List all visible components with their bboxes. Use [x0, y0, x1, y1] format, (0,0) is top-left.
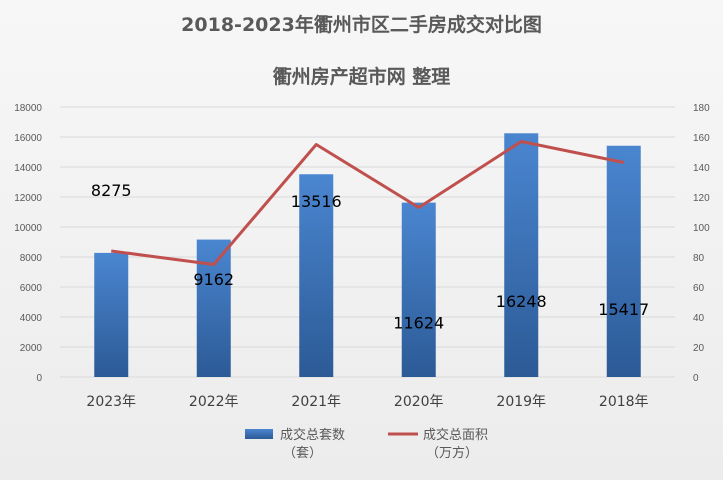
x-tick-label: 2021年	[291, 394, 341, 410]
legend-bar-unit: （套）	[283, 445, 322, 461]
line-series-path	[111, 140, 625, 266]
grid-lines	[60, 106, 675, 378]
bar-data-label: 8275	[91, 181, 132, 200]
bar	[504, 133, 539, 377]
bar-data-label: 11624	[393, 313, 444, 332]
y2-tick-label: 80	[693, 253, 705, 264]
y-tick-label: 8000	[20, 253, 43, 264]
y-tick-label: 6000	[20, 283, 43, 294]
data-labels: 8275 9162 13516 11624 16248 15417	[91, 181, 649, 332]
chart-title: 2018-2023年衢州市区二手房成交对比图	[181, 14, 542, 36]
bar-data-label: 15417	[598, 300, 649, 319]
legend-line-unit: （万方）	[426, 445, 478, 461]
y-tick-label: 10000	[14, 223, 42, 234]
bar-data-label: 13516	[291, 192, 342, 211]
legend-line-label: 成交总面积	[423, 427, 488, 443]
bar	[606, 145, 641, 377]
y2-tick-label: 160	[693, 133, 710, 144]
y-tick-label: 4000	[20, 313, 43, 324]
x-tick-label: 2020年	[394, 394, 444, 410]
bar	[401, 202, 436, 377]
bar	[94, 252, 129, 377]
bar	[299, 174, 334, 377]
y2-tick-label: 120	[693, 193, 710, 204]
x-tick-label: 2018年	[599, 394, 649, 410]
axes: 0 2000 4000 6000 8000 10000 12000 14000 16000 180…	[14, 103, 710, 410]
y2-tick-label: 20	[693, 343, 705, 354]
y2-tick-label: 0	[693, 373, 699, 384]
x-tick-label: 2019年	[496, 394, 546, 410]
chart-subtitle: 衢州房产超市网 整理	[272, 66, 451, 88]
bar-data-label: 9162	[193, 270, 234, 289]
x-tick-label: 2023年	[86, 394, 136, 410]
x-tick-label: 2022年	[189, 394, 239, 410]
y-tick-label: 16000	[14, 133, 42, 144]
y2-tick-label: 100	[693, 223, 710, 234]
bar-data-label: 16248	[496, 292, 547, 311]
y-tick-label: 14000	[14, 163, 42, 174]
line-series	[111, 140, 625, 266]
y2-tick-label: 140	[693, 163, 710, 174]
y-tick-label: 2000	[20, 343, 43, 354]
bar-series	[94, 133, 641, 377]
y2-tick-label: 40	[693, 313, 705, 324]
legend-bar-label: 成交总套数	[280, 427, 345, 443]
y-tick-label: 18000	[14, 103, 42, 114]
legend-bar-swatch	[245, 429, 273, 439]
y-tick-label: 12000	[14, 193, 42, 204]
y2-tick-label: 60	[693, 283, 705, 294]
y-tick-label: 0	[36, 373, 42, 384]
bar	[196, 239, 231, 377]
legend: 成交总套数 （套） 成交总面积 （万方）	[245, 427, 488, 461]
y2-tick-label: 180	[693, 103, 710, 114]
